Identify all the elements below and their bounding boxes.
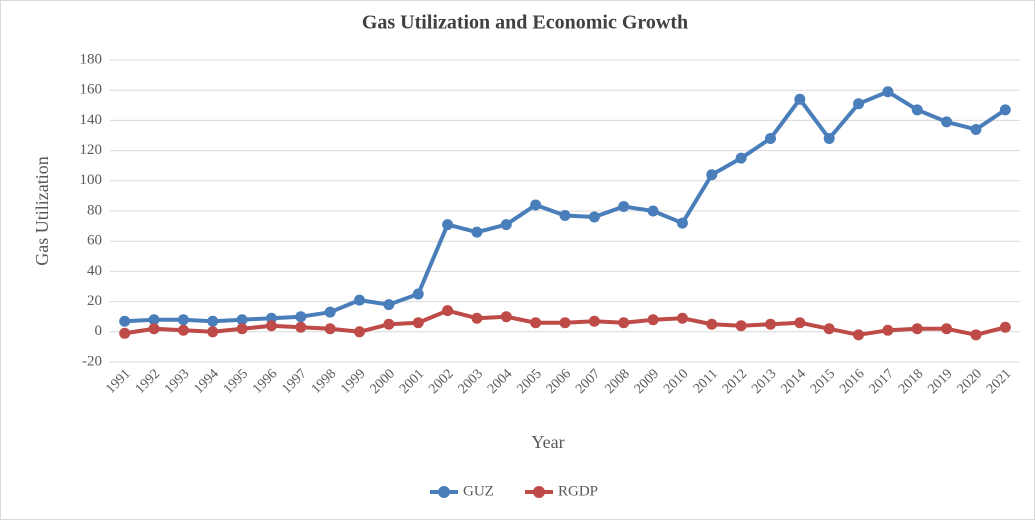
y-tick-label: 180 (80, 51, 103, 67)
data-point (706, 169, 718, 181)
data-point (735, 152, 747, 164)
data-point (265, 312, 277, 324)
data-point (236, 323, 248, 335)
data-point (530, 199, 542, 211)
data-point (764, 318, 776, 330)
y-tick-label: 140 (80, 112, 103, 128)
data-point (265, 320, 277, 332)
data-point (882, 324, 894, 336)
data-point (383, 318, 395, 330)
y-tick-label: -20 (82, 353, 102, 369)
data-point (559, 210, 571, 222)
data-point (647, 314, 659, 326)
y-tick-label: 60 (87, 233, 102, 249)
data-point (588, 315, 600, 327)
data-point (295, 311, 307, 323)
data-point (236, 314, 248, 326)
y-tick-label: 0 (95, 323, 103, 339)
data-point (442, 305, 454, 317)
data-point (618, 200, 630, 212)
x-axis-label: Year (531, 432, 564, 452)
data-point (588, 211, 600, 223)
data-point (999, 321, 1011, 333)
y-tick-label: 100 (80, 172, 103, 188)
chart-title: Gas Utilization and Economic Growth (362, 12, 688, 34)
data-point (559, 317, 571, 329)
data-point (647, 205, 659, 217)
data-point (706, 318, 718, 330)
legend-marker (533, 486, 545, 498)
data-point (882, 86, 894, 98)
data-point (941, 323, 953, 335)
data-point (471, 226, 483, 238)
data-point (853, 329, 865, 341)
data-point (676, 312, 688, 324)
data-point (442, 219, 454, 231)
data-point (823, 323, 835, 335)
y-tick-label: 80 (87, 202, 102, 218)
data-point (676, 217, 688, 229)
data-point (383, 299, 395, 311)
data-point (295, 321, 307, 333)
data-point (853, 98, 865, 110)
data-point (941, 116, 953, 128)
data-point (970, 329, 982, 341)
y-tick-label: 160 (80, 82, 103, 98)
legend-label: GUZ (463, 483, 494, 499)
data-point (324, 306, 336, 318)
data-point (119, 327, 131, 339)
data-point (412, 288, 424, 300)
data-point (500, 311, 512, 323)
legend-marker (438, 486, 450, 498)
y-tick-label: 20 (87, 293, 102, 309)
data-point (911, 323, 923, 335)
data-point (794, 317, 806, 329)
data-point (500, 219, 512, 231)
data-point (148, 323, 160, 335)
data-point (735, 320, 747, 332)
data-point (207, 326, 219, 338)
y-tick-label: 120 (80, 142, 103, 158)
data-point (471, 312, 483, 324)
data-point (530, 317, 542, 329)
data-point (823, 133, 835, 145)
data-point (177, 314, 189, 326)
data-point (177, 324, 189, 336)
data-point (412, 317, 424, 329)
legend-label: RGDP (558, 483, 598, 499)
data-point (911, 104, 923, 116)
data-point (119, 315, 131, 327)
data-point (999, 104, 1011, 116)
data-point (354, 294, 366, 306)
data-point (764, 133, 776, 145)
data-point (354, 326, 366, 338)
y-axis-label: Gas Utilization (32, 156, 52, 265)
y-tick-label: 40 (87, 263, 102, 279)
data-point (794, 93, 806, 105)
data-point (970, 123, 982, 135)
data-point (324, 323, 336, 335)
data-point (207, 315, 219, 327)
data-point (148, 314, 160, 326)
data-point (618, 317, 630, 329)
